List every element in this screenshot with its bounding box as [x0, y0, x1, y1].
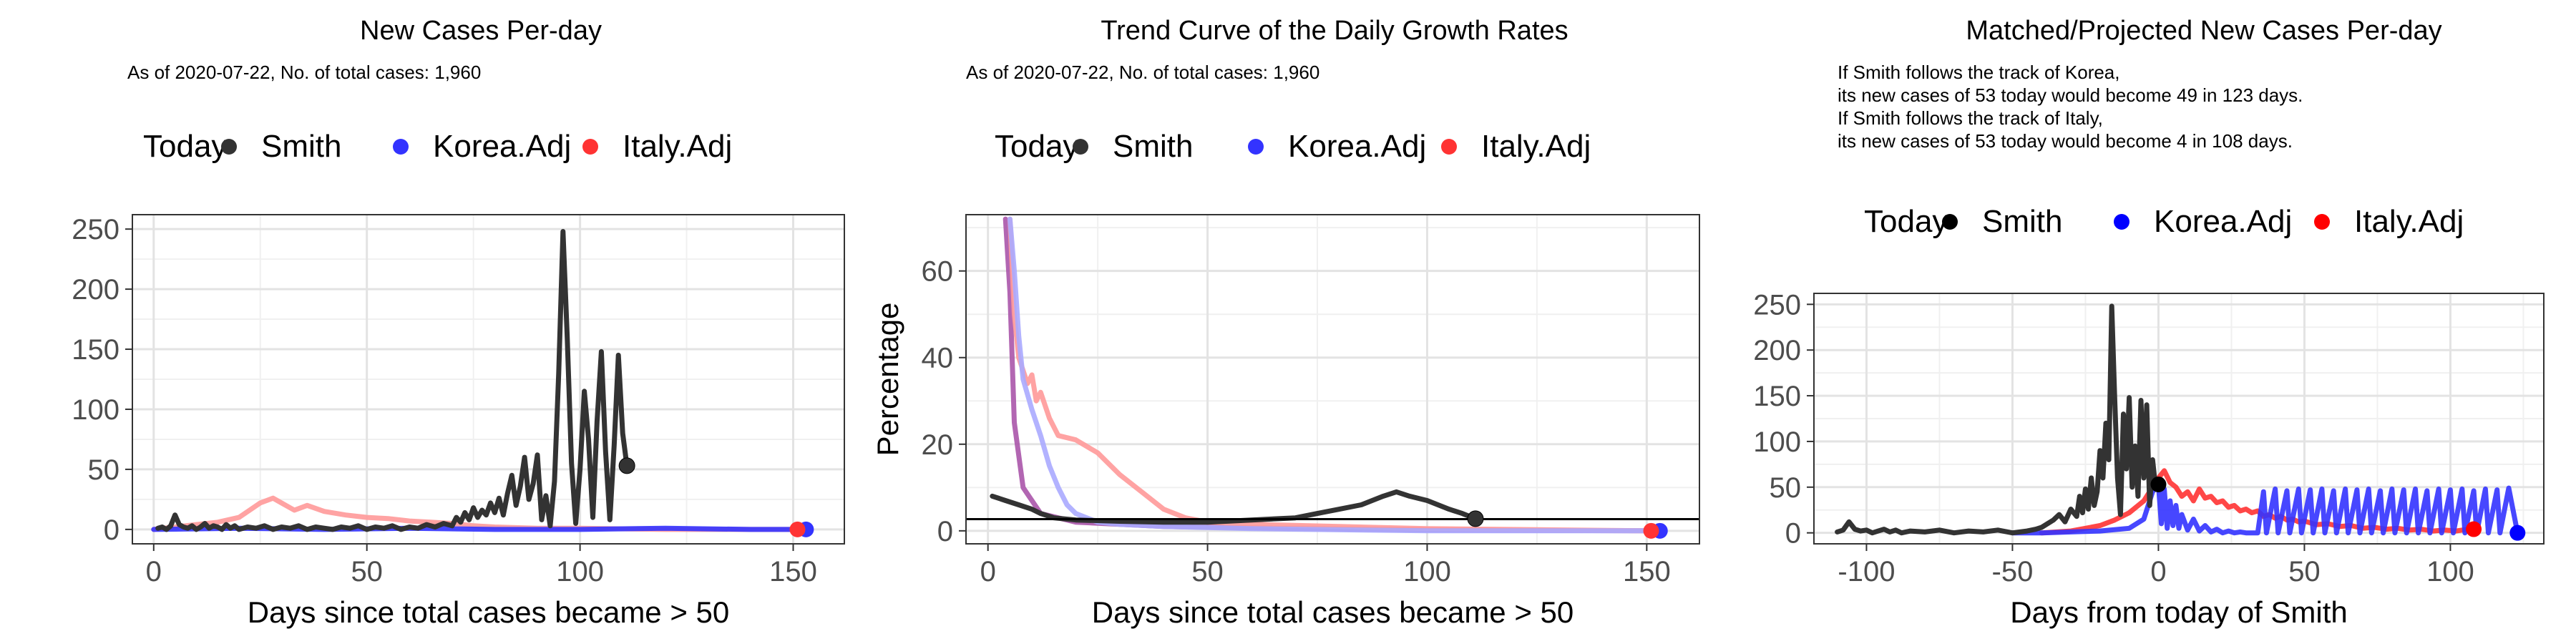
series-line	[155, 229, 630, 532]
plot-area	[966, 215, 1699, 544]
series-line	[2039, 468, 2477, 536]
legend: Today Smith Korea.Adj Italy.Adj	[143, 129, 732, 164]
chart-subtitle-line: its new cases of 53 today would become 4…	[1838, 130, 2293, 152]
plot-border	[132, 214, 845, 545]
legend-entry: Italy.Adj	[623, 129, 732, 164]
y-tick-label: 200	[1753, 335, 1801, 366]
x-tick-label: 150	[1623, 556, 1671, 587]
x-tick-label: 100	[2426, 556, 2474, 587]
series-group	[1835, 303, 2520, 536]
today-point	[2509, 525, 2526, 541]
y-tick-label: 150	[72, 334, 119, 366]
today-point	[1643, 522, 1659, 539]
chart-subtitle-line: If Smith follows the track of Korea,	[1838, 62, 2120, 83]
chart-title: Trend Curve of the Daily Growth Rates	[1101, 16, 1568, 46]
chart-title: Matched/Projected New Cases Per-day	[1966, 16, 2441, 46]
legend-title: Today	[995, 129, 1078, 164]
y-tick-label: 60	[922, 256, 954, 288]
today-point	[618, 457, 635, 474]
chart-panel-1: New Cases Per-day As of 2020-07-22, No. o…	[72, 16, 845, 629]
legend-marker	[1942, 214, 1958, 230]
x-tick-label: -100	[1838, 556, 1895, 587]
y-tick-label: 50	[88, 454, 120, 486]
y-tick-label: 100	[1753, 426, 1801, 458]
legend-marker	[1248, 139, 1264, 155]
plot-border	[965, 214, 1700, 545]
y-tick-label: 250	[1753, 289, 1801, 321]
chart-subtitle-line: If Smith follows the track of Italy,	[1838, 107, 2103, 129]
legend-marker	[221, 139, 237, 155]
chart-title: New Cases Per-day	[360, 16, 602, 46]
chart-subtitle-line: its new cases of 53 today would become 4…	[1838, 84, 2303, 106]
y-tick-label: 50	[1770, 472, 1802, 504]
x-tick-label: 100	[556, 556, 604, 587]
chart-panel-2: Trend Curve of the Daily Growth Rates As …	[871, 16, 1700, 629]
today-point	[2150, 476, 2167, 492]
legend-entry: Italy.Adj	[1481, 129, 1591, 164]
x-axis-label: Days since total cases became > 50	[1092, 595, 1574, 629]
legend-marker	[1441, 139, 1457, 155]
plot-border	[1813, 293, 2545, 545]
legend: Today Smith Korea.Adj Italy.Adj	[1864, 204, 2464, 239]
today-point	[789, 521, 806, 537]
legend-title: Today	[1864, 204, 1948, 239]
x-axis-label: Days from today of Smith	[2010, 595, 2348, 629]
today-point	[2466, 521, 2482, 537]
x-tick-label: 0	[146, 556, 162, 587]
y-tick-label: 150	[1753, 381, 1801, 412]
y-axis-label: Percentage	[871, 303, 904, 457]
x-tick-label: 50	[351, 556, 383, 587]
legend: Today Smith Korea.Adj Italy.Adj	[995, 129, 1591, 164]
chart-subtitle: As of 2020-07-22, No. of total cases: 1,…	[966, 62, 1319, 83]
legend-entry: Korea.Adj	[2154, 204, 2292, 239]
x-tick-label: 150	[769, 556, 817, 587]
x-tick-label: 50	[1191, 556, 1224, 587]
legend-entry: Smith	[261, 129, 341, 164]
y-tick-label: 0	[1785, 518, 1801, 550]
series-line	[1007, 216, 1663, 534]
y-tick-label: 40	[922, 343, 954, 374]
chart-subtitle: As of 2020-07-22, No. of total cases: 1,…	[127, 62, 481, 83]
series-group	[151, 229, 809, 532]
y-tick-label: 0	[104, 514, 119, 546]
y-tick-label: 100	[72, 394, 119, 426]
x-tick-label: -50	[1992, 556, 2034, 587]
legend-marker	[2314, 214, 2330, 230]
legend-marker	[2114, 214, 2129, 230]
y-tick-label: 200	[72, 274, 119, 306]
y-tick-label: 20	[922, 429, 954, 461]
y-tick-label: 0	[937, 516, 953, 547]
x-tick-label: 100	[1403, 556, 1451, 587]
legend-marker	[1073, 139, 1088, 155]
y-tick-label: 250	[72, 214, 119, 245]
legend-entry: Korea.Adj	[1288, 129, 1426, 164]
chart-panel-3: Matched/Projected New Cases Per-day If Sm…	[1753, 16, 2545, 629]
legend-title: Today	[143, 129, 227, 164]
x-tick-label: 0	[980, 556, 996, 587]
legend-marker	[582, 139, 598, 155]
series-line	[1835, 303, 2161, 536]
x-axis-label: Days since total cases became > 50	[248, 595, 730, 629]
legend-entry: Smith	[1982, 204, 2062, 239]
today-point	[1467, 510, 1484, 527]
legend-entry: Italy.Adj	[2354, 204, 2464, 239]
legend-entry: Korea.Adj	[433, 129, 571, 164]
series-line	[2009, 482, 2520, 536]
x-tick-label: 0	[2150, 556, 2166, 587]
x-tick-label: 50	[2288, 556, 2321, 587]
legend-entry: Smith	[1113, 129, 1193, 164]
legend-marker	[393, 139, 409, 155]
